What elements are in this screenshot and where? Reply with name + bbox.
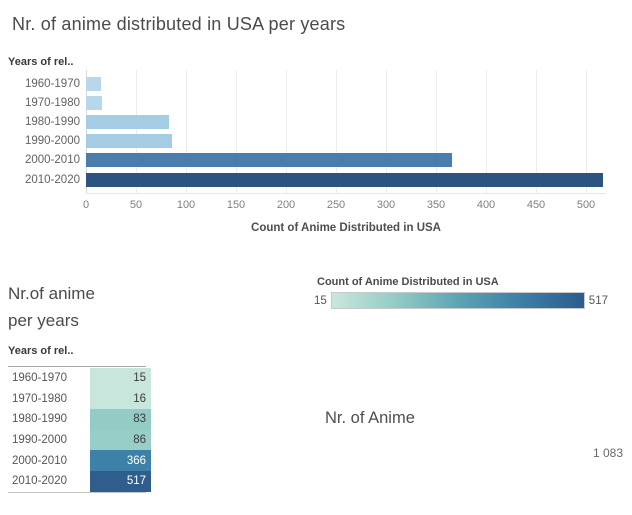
table-row-label: 1990-2000 — [12, 434, 67, 447]
x-tick-label: 450 — [526, 199, 546, 211]
gridline — [86, 70, 87, 193]
legend-max-label: 517 — [588, 294, 608, 307]
gridline — [436, 70, 437, 193]
gridline — [536, 70, 537, 193]
x-tick-label: 300 — [376, 199, 396, 211]
table-row-label: 1980-1990 — [12, 413, 67, 426]
x-tick-label: 100 — [176, 199, 196, 211]
table-row: 1990-2000 86 — [8, 429, 151, 451]
bar-row: 2000-2010 — [0, 151, 632, 170]
bar-category-label: 1970-1980 — [25, 96, 80, 109]
table-row: 1960-1970 15 — [8, 368, 151, 389]
table-row-field-label: Years of rel.. — [8, 345, 74, 357]
table-row-label: 2000-2010 — [12, 454, 67, 467]
bar[interactable] — [86, 95, 102, 110]
table-header-rule — [8, 366, 146, 367]
bar-category-label: 2010-2020 — [25, 173, 80, 186]
table-row-label: 1960-1970 — [12, 372, 67, 385]
x-tick-label: 50 — [129, 199, 143, 211]
bar-chart-gridlines — [86, 70, 622, 193]
table-cell-value[interactable]: 86 — [90, 429, 151, 451]
gridline — [386, 70, 387, 193]
x-axis-tick-labels: 0 50 100 150 200 250 300 350 400 450 500 — [82, 199, 622, 212]
bar-chart-plot-area: 1960-1970 1970-1980 1980-1990 1990-2000 2000… — [0, 74, 632, 189]
color-legend-title: Count of Anime Distributed in USA — [317, 276, 499, 288]
bar-row: 1970-1980 — [0, 93, 632, 112]
table-row-label: 1970-1980 — [12, 392, 67, 405]
table-title-line-2: per years — [8, 311, 79, 330]
gridline — [236, 70, 237, 193]
x-tick-label: 150 — [226, 199, 246, 211]
top-chart-row-field-label: Years of rel.. — [8, 56, 74, 68]
gridline — [486, 70, 487, 193]
x-tick-label: 500 — [576, 199, 596, 211]
bar-category-label: 1980-1990 — [25, 115, 80, 128]
bar-row: 1960-1970 — [0, 74, 632, 93]
table-row: 1970-1980 16 — [8, 388, 151, 410]
x-tick-label: 400 — [476, 199, 496, 211]
gridline — [286, 70, 287, 193]
x-tick-label: 350 — [426, 199, 446, 211]
bar[interactable] — [86, 114, 169, 129]
bar[interactable] — [86, 76, 101, 91]
gridline — [586, 70, 587, 193]
bar-row: 1990-2000 — [0, 132, 632, 151]
bar-row: 1980-1990 — [0, 112, 632, 131]
legend-gradient-bar[interactable] — [330, 292, 585, 309]
bar-category-label: 1990-2000 — [25, 135, 80, 148]
bar-row: 2010-2020 — [0, 170, 632, 189]
legend-min-label: 15 — [314, 294, 327, 307]
color-legend: 15 517 — [314, 292, 608, 309]
table-row-label: 2010-2020 — [12, 475, 67, 488]
gridline — [186, 70, 187, 193]
table-row: 2010-2020 517 — [8, 470, 151, 492]
x-tick-label: 0 — [82, 199, 90, 211]
bar[interactable] — [86, 134, 172, 149]
top-chart-title: Nr. of anime distributed in USA per year… — [12, 14, 346, 34]
table-cell-value[interactable]: 15 — [90, 368, 151, 389]
bar[interactable] — [86, 153, 452, 168]
table-cell-value[interactable]: 83 — [90, 409, 151, 430]
x-axis-title: Count of Anime Distributed in USA — [251, 222, 441, 234]
x-tick-label: 200 — [276, 199, 296, 211]
table-cell-value[interactable]: 517 — [90, 470, 151, 492]
table-row: 2000-2010 366 — [8, 450, 151, 471]
text-card-title: Nr. of Anime — [325, 409, 415, 427]
gridline — [336, 70, 337, 193]
table-cell-value[interactable]: 366 — [90, 450, 151, 471]
bar-chart-baseline — [86, 193, 606, 194]
table-cell-value[interactable]: 16 — [90, 388, 151, 410]
highlight-table: 1960-1970 15 1970-1980 16 1980-1990 83 1990-20… — [8, 368, 151, 493]
gridline — [136, 70, 137, 193]
x-tick-label: 250 — [326, 199, 346, 211]
table-title-line-1: Nr.of anime — [8, 284, 95, 303]
bar-category-label: 2000-2010 — [25, 154, 80, 167]
bar[interactable] — [86, 172, 603, 187]
table-row: 1980-1990 83 — [8, 409, 151, 430]
bar-category-label: 1960-1970 — [25, 77, 80, 90]
total-count-value: 1 083 — [592, 446, 623, 460]
